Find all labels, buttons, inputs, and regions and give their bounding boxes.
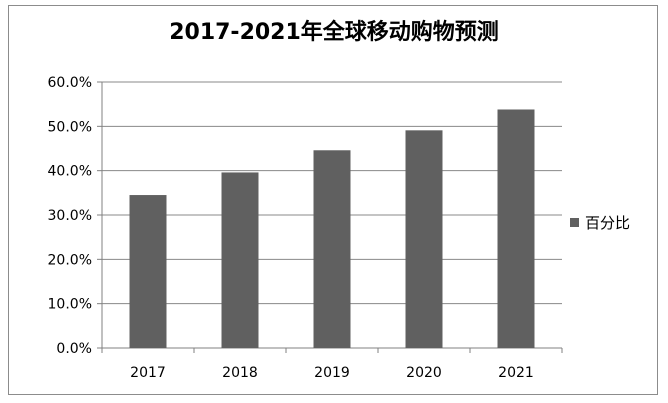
- y-tick-label: 10.0%: [48, 297, 92, 313]
- bar-2021: [497, 109, 535, 348]
- legend-label: 百分比: [585, 213, 631, 232]
- legend: 百分比: [570, 212, 630, 232]
- y-tick-label: 0.0%: [56, 341, 92, 357]
- y-tick-label: 40.0%: [48, 164, 92, 180]
- x-tick-label: 2021: [498, 365, 534, 381]
- y-tick-label: 50.0%: [48, 119, 92, 135]
- y-tick-label: 20.0%: [48, 252, 92, 268]
- y-axis: 0.0% 10.0% 20.0% 30.0% 40.0% 50.0% 60.0%: [48, 75, 103, 357]
- chart-title: 2017-2021年全球移动购物预测: [169, 20, 499, 45]
- bar-2017: [129, 195, 167, 348]
- legend-swatch: [570, 217, 579, 227]
- y-tick-label: 30.0%: [48, 208, 92, 224]
- y-tick-label: 60.0%: [48, 75, 92, 91]
- x-tick-label: 2017: [130, 365, 166, 381]
- bar-2018: [221, 172, 259, 348]
- x-tick-label: 2020: [406, 365, 442, 381]
- bars: [129, 109, 535, 348]
- bar-2019: [313, 150, 351, 348]
- x-tick-label: 2018: [222, 365, 258, 381]
- x-tick-label: 2019: [314, 365, 350, 381]
- x-axis: 2017 2018 2019 2020 2021: [101, 347, 563, 381]
- bar-2020: [405, 130, 443, 348]
